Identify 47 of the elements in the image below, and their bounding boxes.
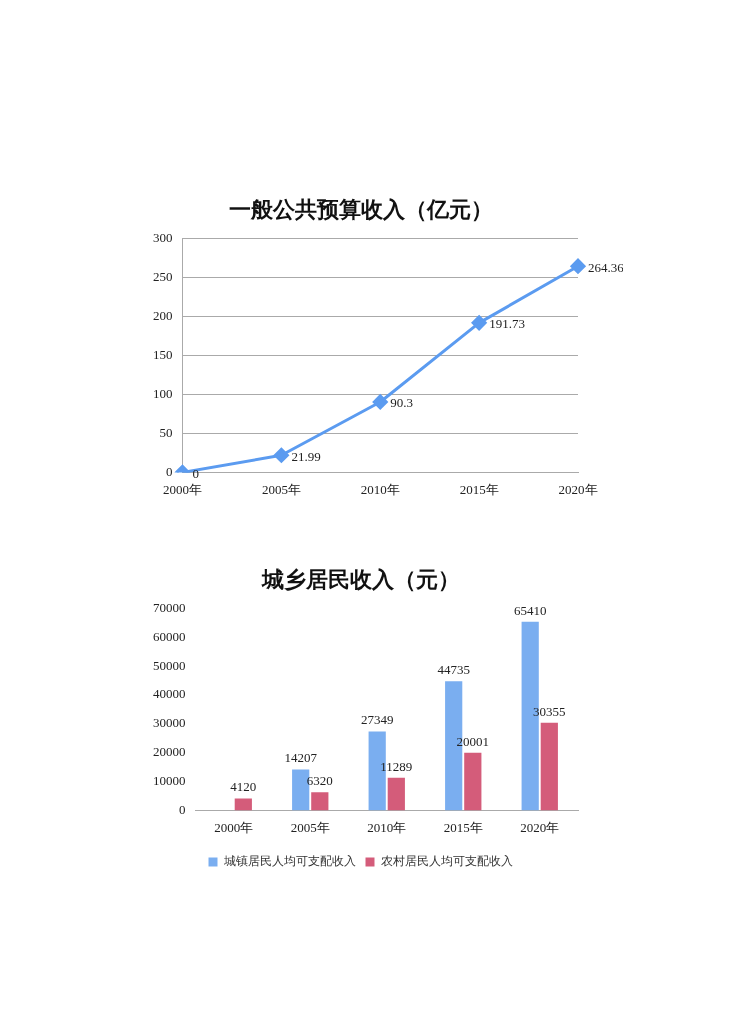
- legend-label: 城镇居民人均可支配收入: [222, 854, 356, 869]
- bar: [540, 722, 558, 811]
- bar: [387, 777, 405, 811]
- data-label: 264.36: [588, 259, 625, 275]
- y-tick-label: 20000: [153, 744, 186, 760]
- point: [372, 394, 388, 410]
- data-label: 44735: [437, 662, 470, 678]
- bar: [234, 798, 252, 811]
- data-label: 191.73: [489, 316, 525, 332]
- y-tick-label: 70000: [153, 599, 186, 615]
- x-tick-label: 2000年: [163, 481, 202, 497]
- y-tick-label: 60000: [153, 628, 186, 644]
- y-tick-label: 100: [153, 385, 173, 401]
- bar: [311, 792, 329, 811]
- y-tick-label: 250: [153, 268, 173, 284]
- y-tick-label: 40000: [153, 686, 186, 702]
- chart-title: 城乡居民收入（元）: [260, 566, 460, 592]
- point: [273, 447, 289, 463]
- x-tick-label: 2015年: [443, 819, 483, 835]
- x-tick-label: 2010年: [367, 819, 407, 835]
- y-tick-label: 0: [166, 463, 173, 479]
- bar: [464, 752, 482, 811]
- y-tick-label: 50000: [153, 657, 186, 673]
- data-label: 21.99: [291, 448, 321, 464]
- chart-title: 一般公共预算收入（亿元）: [228, 196, 493, 222]
- data-label: 90.3: [390, 395, 413, 411]
- x-tick-label: 2010年: [360, 481, 400, 497]
- y-tick-label: 0: [179, 801, 186, 817]
- x-tick-label: 2015年: [459, 481, 499, 497]
- y-tick-label: 30000: [153, 715, 186, 731]
- x-tick-label: 2020年: [520, 819, 560, 835]
- y-tick-label: 200: [153, 307, 173, 323]
- y-tick-label: 300: [153, 229, 173, 245]
- y-tick-label: 150: [153, 346, 173, 362]
- x-tick-label: 2005年: [290, 819, 330, 835]
- data-label: 14207: [284, 750, 318, 766]
- point: [570, 258, 586, 274]
- y-tick-label: 50: [159, 424, 173, 440]
- data-label: 4120: [230, 779, 257, 795]
- x-tick-label: 2005年: [261, 481, 301, 497]
- x-tick-label: 2020年: [558, 481, 598, 497]
- legend-label: 农村居民人均可支配收入: [380, 854, 513, 869]
- point: [471, 315, 487, 331]
- data-label: 27349: [360, 712, 394, 728]
- data-label: 65410: [513, 602, 547, 618]
- y-tick-label: 10000: [153, 772, 186, 788]
- x-tick-label: 2000年: [214, 819, 254, 835]
